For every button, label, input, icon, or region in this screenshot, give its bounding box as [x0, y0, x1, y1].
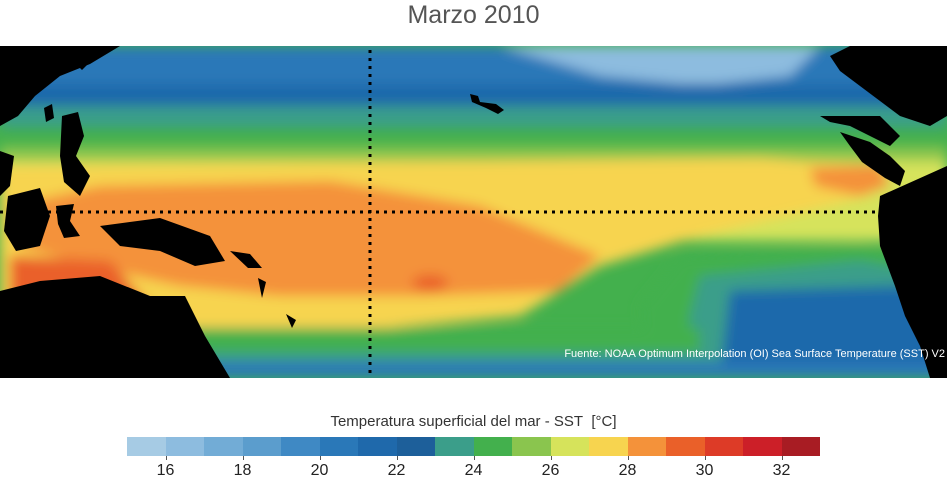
colorbar-ticks: 16 18 20 22 24 26 28 30 32: [127, 456, 820, 480]
land-sulawesi: [56, 204, 80, 238]
zone-south-blue: [0, 362, 947, 378]
colorbar-segment: [473, 437, 512, 456]
colorbar-segment: [589, 437, 628, 456]
colorbar-tick-label: 28: [618, 462, 637, 479]
land-indochina: [0, 151, 14, 196]
zone-se-blue: [720, 286, 947, 378]
colorbar-segment: [127, 437, 166, 456]
land-new-guinea: [100, 218, 225, 266]
colorbar-title: Temperatura superficial del mar - SST [°…: [0, 413, 947, 430]
land-australia: [0, 276, 230, 378]
land-philippines: [60, 112, 90, 196]
colorbar-tick-label: 18: [233, 462, 252, 479]
land-japan-islands: [76, 48, 100, 70]
colorbar-tick-mark: [396, 456, 398, 460]
sst-map: [0, 46, 947, 378]
colorbar-segment: [204, 437, 243, 456]
land-north-america: [830, 46, 947, 126]
land-south-america: [878, 166, 947, 378]
colorbar-unit: [°C]: [591, 413, 617, 430]
zone-caribbean-warm: [810, 164, 890, 196]
colorbar-segment: [550, 437, 589, 456]
land-taiwan: [44, 104, 54, 122]
colorbar-segment: [165, 437, 204, 456]
colorbar-tick-mark: [627, 456, 629, 460]
land-mexico: [820, 116, 900, 146]
land-new-caledonia: [286, 314, 296, 328]
colorbar-segment: [743, 437, 782, 456]
land-masses: [0, 46, 947, 378]
land-solomons: [230, 251, 262, 268]
colorbar-tick-label: 20: [310, 462, 329, 479]
colorbar-tick-mark: [550, 456, 552, 460]
zone-north-teal: [0, 106, 947, 128]
colorbar-tick-label: 22: [387, 462, 406, 479]
colorbar-segment: [704, 437, 743, 456]
land-vanuatu: [258, 278, 266, 298]
land-central-america: [840, 132, 905, 186]
colorbar: [127, 437, 820, 456]
colorbar-tick-label: 30: [695, 462, 714, 479]
colorbar-segment: [358, 437, 397, 456]
colorbar-tick-mark: [704, 456, 706, 460]
land-borneo: [4, 188, 50, 251]
colorbar-segment: [242, 437, 281, 456]
colorbar-tick-mark: [165, 456, 167, 460]
colorbar-segment: [627, 437, 666, 456]
land-hawaii: [470, 94, 504, 114]
colorbar-tick-mark: [473, 456, 475, 460]
colorbar-segment: [781, 437, 820, 456]
colorbar-tick-label: 32: [772, 462, 791, 479]
colorbar-tick-mark: [242, 456, 244, 460]
colorbar-segment: [666, 437, 705, 456]
land-cuba: [880, 92, 930, 106]
colorbar-tick-mark: [319, 456, 321, 460]
colorbar-segment: [319, 437, 358, 456]
colorbar-tick-label: 24: [464, 462, 483, 479]
zone-warm-pool: [10, 181, 600, 296]
colorbar-segment: [281, 437, 320, 456]
colorbar-tick-label: 16: [156, 462, 175, 479]
colorbar-segment: [396, 437, 435, 456]
land-asia: [0, 46, 120, 126]
colorbar-tick-mark: [781, 456, 783, 460]
data-source-note: Fuente: NOAA Optimum Interpolation (OI) …: [564, 348, 945, 360]
colorbar-segment: [435, 437, 474, 456]
colorbar-tick-label: 26: [541, 462, 560, 479]
map-title: Marzo 2010: [407, 1, 540, 29]
colorbar-label: Temperatura superficial del mar - SST: [330, 413, 584, 430]
zone-north-coldest: [500, 46, 820, 86]
zone-hot-spot: [412, 275, 448, 291]
colorbar-segment: [512, 437, 551, 456]
